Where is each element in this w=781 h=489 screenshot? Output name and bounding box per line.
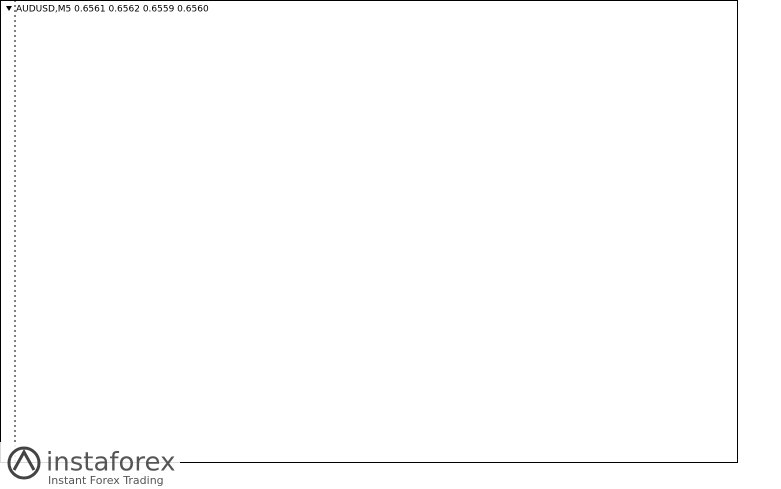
logo: instaforex Instant Forex Trading	[0, 442, 180, 489]
menu-arrow	[6, 6, 12, 11]
logo-icon-mark	[12, 448, 36, 471]
plot-frame	[0, 0, 738, 463]
logo-icon	[7, 446, 41, 480]
logo-text: instaforex	[46, 448, 175, 478]
chart-title: AUDUSD,M5 0.6561 0.6562 0.6559 0.6560	[16, 5, 209, 15]
logo-subtitle: Instant Forex Trading	[48, 474, 164, 487]
